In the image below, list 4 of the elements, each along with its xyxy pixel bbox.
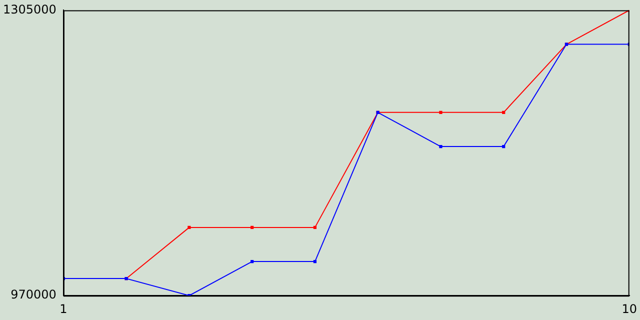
y-tick-label: 1305000 <box>2 2 56 16</box>
y-tick-label: 970000 <box>10 288 56 302</box>
x-tick-label: 1 <box>60 302 68 316</box>
x-tick-label: 10 <box>622 302 638 316</box>
